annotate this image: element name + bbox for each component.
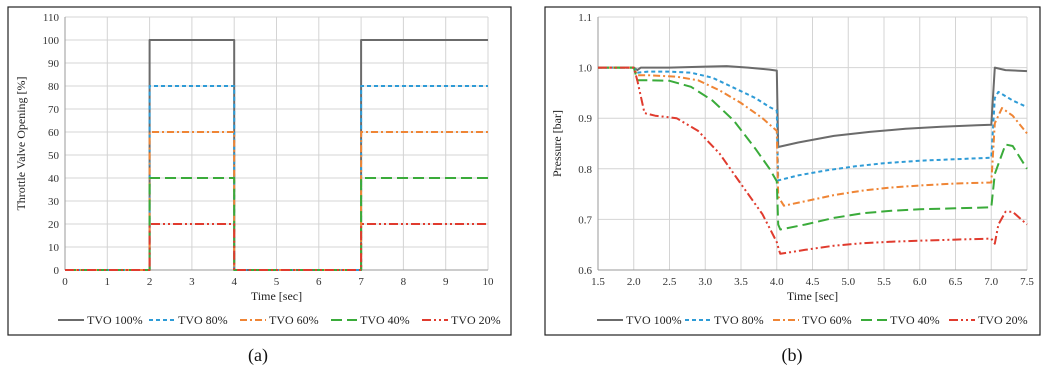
x-tick-label: 7.5 xyxy=(1020,276,1034,288)
y-tick-label: 0.9 xyxy=(578,113,592,125)
legend-entry: TVO 20% xyxy=(978,313,1028,327)
y-tick-label: 60 xyxy=(48,127,60,139)
y-tick-label: 20 xyxy=(48,219,60,231)
legend-entry: TVO 80% xyxy=(178,313,228,327)
x-tick-label: 7 xyxy=(358,276,364,288)
y-tick-label: 90 xyxy=(48,58,60,70)
x-tick-label: 6 xyxy=(316,276,322,288)
x-tick-label: 1.5 xyxy=(591,276,605,288)
y-tick-label: 1.1 xyxy=(578,12,592,24)
chart-panel-b: 1.5 2.0 2.5 3.0 3.5 4.0 4.5 5.0 5.5 6.0 6.5 7.0 7.5 0… xyxy=(544,6,1041,366)
panel-label: (a) xyxy=(248,345,268,366)
x-tick-label: 4 xyxy=(231,276,237,288)
x-tick-label: 5 xyxy=(274,276,280,288)
x-tick-label: 2.0 xyxy=(627,276,641,288)
y-tick-label: 50 xyxy=(48,150,60,162)
chart-panel-a: 0 1 2 3 4 5 6 7 8 9 100102030405060708090100110Tim… xyxy=(7,6,512,366)
x-tick-label: 2.5 xyxy=(663,276,677,288)
y-tick-label: 0 xyxy=(54,265,60,277)
x-tick-label: 4.0 xyxy=(770,276,784,288)
x-tick-label: 10 xyxy=(483,276,495,288)
y-tick-label: 1.0 xyxy=(578,63,592,75)
x-tick-label: 6.0 xyxy=(913,276,927,288)
y-tick-label: 70 xyxy=(48,104,60,116)
y-tick-label: 10 xyxy=(48,242,60,254)
legend-entry: TVO 80% xyxy=(714,313,764,327)
series-line-tvo-80- xyxy=(598,66,1028,182)
y-axis-label: Throttle Valve Opening [%] xyxy=(14,76,28,210)
y-tick-label: 30 xyxy=(48,196,60,208)
x-tick-label: 9 xyxy=(443,276,449,288)
series-line-tvo-60- xyxy=(65,131,488,271)
y-tick-label: 110 xyxy=(43,12,60,24)
x-tick-label: 6.5 xyxy=(949,276,963,288)
x-axis-label: Time [sec] xyxy=(251,289,302,303)
series-line-tvo-40- xyxy=(598,66,1028,231)
y-tick-label: 100 xyxy=(43,35,60,47)
legend-entry: TVO 20% xyxy=(451,313,501,327)
x-tick-label: 5.0 xyxy=(841,276,855,288)
x-tick-label: 1 xyxy=(105,276,111,288)
y-tick-label: 0.8 xyxy=(578,164,592,176)
x-tick-label: 3.0 xyxy=(698,276,712,288)
x-tick-label: 4.5 xyxy=(806,276,820,288)
x-tick-label: 3 xyxy=(189,276,195,288)
x-tick-label: 2 xyxy=(147,276,153,288)
y-tick-label: 40 xyxy=(48,173,60,185)
legend-entry: TVO 100% xyxy=(626,313,682,327)
legend-entry: TVO 100% xyxy=(87,313,143,327)
x-axis-label: Time [sec] xyxy=(787,289,838,303)
x-tick-label: 5.5 xyxy=(877,276,891,288)
y-tick-label: 0.7 xyxy=(578,214,592,226)
series-line-tvo-60- xyxy=(598,66,1028,207)
x-tick-label: 8 xyxy=(401,276,407,288)
series-line-tvo-20- xyxy=(598,66,1028,255)
legend-entry: TVO 40% xyxy=(890,313,940,327)
x-tick-label: 7.0 xyxy=(984,276,998,288)
panel-frame xyxy=(7,6,512,336)
legend-entry: TVO 60% xyxy=(269,313,319,327)
y-axis-label: Pressure [bar] xyxy=(550,110,564,177)
y-tick-label: 80 xyxy=(48,81,60,93)
series-line-tvo-20- xyxy=(65,223,488,271)
panel-frame xyxy=(544,6,1041,336)
legend-entry: TVO 40% xyxy=(360,313,410,327)
x-tick-label: 0 xyxy=(62,276,68,288)
x-tick-label: 3.5 xyxy=(734,276,748,288)
y-tick-label: 0.6 xyxy=(578,265,592,277)
legend-entry: TVO 60% xyxy=(802,313,852,327)
panel-label: (b) xyxy=(782,345,803,366)
